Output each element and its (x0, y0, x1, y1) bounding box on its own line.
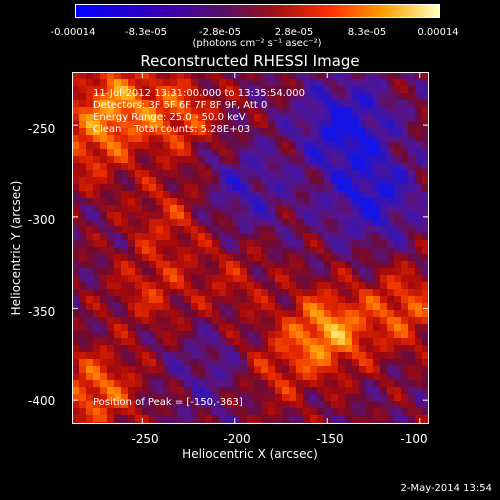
colorbar-tick-label: -8.3e-05 (125, 27, 167, 38)
colorbar-tick-label: -2.8e-05 (199, 27, 241, 38)
time-range-annotation: 11-Jul-2012 13:31:00.000 to 13:35:54.000 (93, 88, 305, 99)
energy-range-annotation: Energy Range: 25.0 - 50.0 keV (93, 112, 246, 123)
heatmap-plot (72, 72, 429, 424)
y-tick-label: -250 (28, 122, 56, 136)
x-tick-label: -200 (223, 432, 251, 446)
x-tick-label: -100 (400, 432, 428, 446)
clean-counts-annotation: Clean Total counts: 5.28E+03 (93, 124, 251, 135)
chart-title: Reconstructed RHESSI Image (140, 52, 360, 70)
x-tick-label: -150 (316, 432, 344, 446)
y-axis-label: Heliocentric Y (arcsec) (9, 180, 23, 316)
x-tick-label: -250 (131, 432, 159, 446)
footer-date: 2-May-2014 13:54 (400, 483, 492, 494)
y-tick-label: -400 (28, 394, 56, 408)
colorbar-tick-label: -0.00014 (50, 27, 96, 38)
colorbar-tick-label: 0.00014 (417, 27, 459, 38)
detectors-annotation: Detectors: 3F 5F 6F 7F 8F 9F, Att 0 (93, 100, 268, 111)
colorbar-tick-label: 8.3e-05 (347, 27, 387, 38)
colorbar-tick-label: 2.8e-05 (274, 27, 314, 38)
y-tick-label: -300 (28, 213, 56, 227)
colorbar-units: (photons cm⁻² s⁻¹ asec⁻²) (192, 38, 322, 49)
y-tick-label: -350 (28, 305, 56, 319)
x-axis-label: Heliocentric X (arcsec) (182, 447, 318, 461)
colorbar (75, 4, 440, 18)
plot-frame (72, 72, 429, 424)
peak-position-annotation: Position of Peak = [-150,-363] (93, 397, 243, 408)
